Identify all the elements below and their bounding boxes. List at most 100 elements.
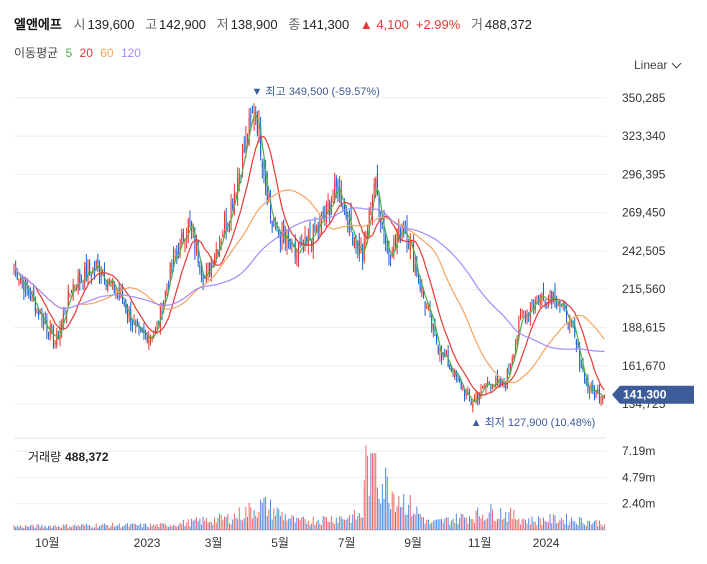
volume-bar [496, 518, 498, 530]
volume-bar [223, 516, 225, 530]
candle-body [166, 287, 168, 296]
volume-bar [381, 483, 383, 530]
volume-bar [110, 525, 112, 530]
volume-bar [541, 524, 543, 530]
low-value: 138,900 [230, 17, 278, 32]
volume-bar [13, 525, 15, 530]
volume-bar [140, 523, 142, 530]
candle-body [371, 196, 373, 217]
candle-body [25, 280, 27, 291]
stock-header: 엘앤에프 시 139,600 고 142,900 저 138,900 종 141,300… [14, 14, 539, 33]
volume-bar [534, 521, 536, 530]
candle-body [191, 222, 193, 230]
volume-bar [228, 523, 230, 530]
candle-body [256, 114, 258, 134]
candle-body [403, 227, 405, 232]
volume-bar [99, 526, 101, 530]
volume-bar [51, 527, 53, 530]
volume-bar [580, 518, 582, 530]
candle-body [347, 220, 349, 230]
candle-body [145, 333, 147, 335]
volume-bar [261, 502, 263, 530]
candle-body [569, 317, 571, 326]
x-tick-label: 3월 [205, 536, 223, 550]
candle-body [450, 366, 452, 373]
candle-body [432, 323, 434, 331]
volume-bar [403, 493, 405, 530]
volume-bar [564, 524, 566, 530]
volume-bar [478, 516, 480, 530]
volume-bar [74, 524, 76, 530]
volume-bar [519, 524, 521, 530]
volume-bar [505, 512, 507, 530]
volume-bar [75, 526, 77, 530]
x-tick-label: 7월 [338, 536, 356, 550]
volume-bar [536, 524, 538, 530]
ma-120[interactable]: 120 [120, 46, 141, 60]
volume-bar [130, 524, 132, 530]
candle-body [544, 300, 546, 304]
volume-bar [383, 498, 385, 530]
volume-bar [444, 518, 446, 530]
volume-bar [145, 523, 147, 530]
max-price-label: ▼ 최고 349,500 (-59.57%) [251, 85, 379, 98]
candle-body [357, 241, 359, 249]
volume-bar [186, 522, 188, 530]
volume-bar [329, 522, 331, 530]
candle-body [20, 279, 22, 284]
volume-bar [421, 516, 423, 530]
volume-bar [196, 517, 198, 530]
ma-60[interactable]: 60 [100, 46, 114, 60]
candle-body [173, 254, 175, 265]
volume-bar [470, 518, 472, 530]
volume-bar [539, 518, 541, 530]
volume-bar [360, 517, 362, 530]
candle-body [508, 369, 510, 371]
candle-body [281, 228, 283, 249]
volume-bar [251, 518, 253, 530]
volume-bar [557, 522, 559, 530]
volume-bar [386, 476, 388, 530]
candle-body [263, 167, 265, 176]
volume-bar [378, 498, 380, 530]
candle-body [398, 225, 400, 242]
candle-body [368, 208, 370, 235]
volume-bar [373, 453, 375, 530]
ma-20[interactable]: 20 [79, 46, 93, 60]
candle-body [472, 403, 474, 409]
volume-bar [154, 525, 156, 530]
scale-toggle-button[interactable]: Linear [634, 58, 682, 72]
ma-line-20 [13, 136, 605, 396]
volume-bar [163, 523, 165, 530]
candle-body [572, 321, 574, 328]
volume-bar [598, 520, 600, 530]
candle-body [268, 200, 270, 203]
volume-bar [149, 523, 151, 530]
candle-body [225, 213, 227, 229]
candle-body [64, 314, 66, 316]
volume-bar [161, 523, 163, 530]
candle-body [270, 200, 272, 216]
volume-bar [225, 516, 227, 530]
volume-bar [59, 527, 61, 530]
volume-bar [214, 517, 216, 530]
volume-bar [487, 518, 489, 530]
volume-bar [498, 518, 500, 530]
volume-bar [562, 519, 564, 530]
candle-body [261, 162, 263, 168]
volume-bar [396, 506, 398, 530]
ma-5[interactable]: 5 [65, 46, 73, 60]
volume-bar [408, 504, 410, 530]
candle-body [212, 262, 214, 268]
volume-bar [460, 513, 462, 530]
volume-bar [57, 526, 59, 530]
volume-bar [340, 516, 342, 530]
volume-bar [105, 524, 107, 530]
volume-bar [276, 507, 278, 530]
volume-bar [552, 514, 554, 530]
high-value: 142,900 [159, 17, 207, 32]
volume-bar [324, 516, 326, 530]
volume-bar [371, 453, 373, 530]
volume-bar [345, 519, 347, 530]
